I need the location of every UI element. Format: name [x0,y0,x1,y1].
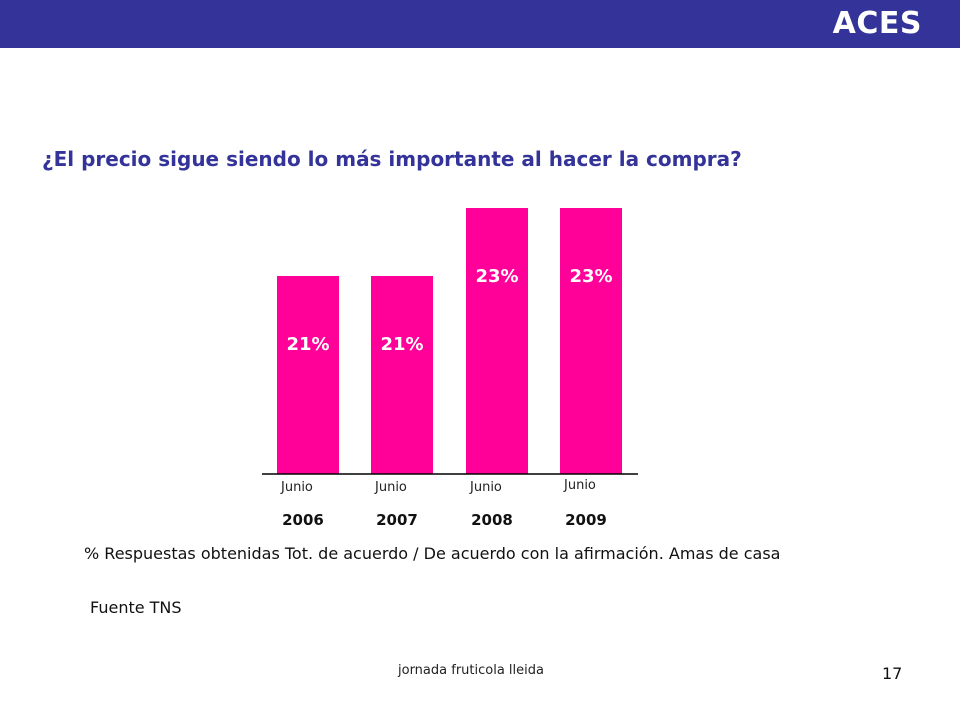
footer-event-name: jornada fruticola lleida [398,663,544,678]
chart-footnote: % Respuestas obtenidas Tot. de acuerdo /… [84,544,781,563]
bar-2006 [277,276,339,474]
header-bar: ACES [0,0,960,48]
bar-value-label: 23% [569,266,612,287]
x-tick-year: 2009 [565,511,607,529]
bar-value-label: 21% [380,334,423,355]
x-tick-year: 2008 [471,511,513,529]
bar-value-label: 21% [286,334,329,355]
bar-2009 [560,208,622,474]
x-tick-month: Junio [374,480,407,495]
chart-question-title: ¿El precio sigue siendo lo más important… [42,147,742,171]
bar-2008 [466,208,528,474]
x-tick-month: Junio [469,480,502,495]
x-tick-year: 2007 [376,511,418,529]
bar-value-label: 23% [475,266,518,287]
bar-2007 [371,276,433,474]
x-tick-month: Junio [563,478,596,493]
x-tick-year: 2006 [282,511,324,529]
data-source: Fuente TNS [90,598,182,617]
brand-title: ACES [832,6,922,41]
x-tick-month: Junio [280,480,313,495]
page-number: 17 [882,664,903,683]
